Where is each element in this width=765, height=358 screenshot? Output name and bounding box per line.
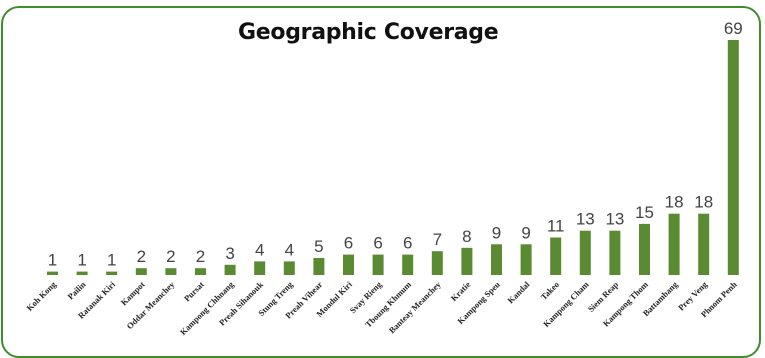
bar-kampong-speu <box>491 244 502 275</box>
chart-frame <box>1 6 761 358</box>
bar-pailin <box>76 271 88 275</box>
value-label: 3 <box>225 244 234 263</box>
chart-title: Geographic Coverage <box>238 20 499 45</box>
bar-kampong-cham <box>579 230 591 275</box>
bar-kampot <box>135 268 147 275</box>
bar-mondul-kiri <box>343 254 354 275</box>
bar-tboung-khmum <box>402 254 414 275</box>
value-label: 9 <box>521 223 530 242</box>
bar-banteay-meanchey <box>431 251 443 275</box>
category-label: Kandal <box>505 279 532 306</box>
category-label: Takeo <box>539 279 562 302</box>
value-label: 2 <box>196 247 205 266</box>
value-label: 18 <box>665 193 684 212</box>
category-label: Koh Kong <box>24 279 58 313</box>
value-label: 11 <box>547 217 565 236</box>
value-label: 2 <box>137 247 146 266</box>
value-label: 8 <box>462 227 471 246</box>
bar-phnom-penh <box>727 40 739 275</box>
category-label: Kampot <box>119 279 147 307</box>
category-label: Banteay Meanchey <box>387 279 444 336</box>
value-label: 2 <box>166 247 175 266</box>
category-label: Kratie <box>449 279 473 303</box>
bars-group <box>47 40 739 275</box>
value-label: 4 <box>255 240 264 259</box>
value-label: 13 <box>605 210 624 229</box>
value-label: 1 <box>77 251 86 270</box>
bar-preah-sihanouk <box>254 261 266 275</box>
bar-prey-veng <box>698 213 710 275</box>
bar-siem-reap <box>609 230 621 275</box>
bar-pursat <box>195 268 206 275</box>
value-label: 69 <box>724 19 743 38</box>
value-label: 4 <box>285 240 294 259</box>
bar-svay-rieng <box>372 254 384 275</box>
bar-oddar-meanchey <box>165 268 177 275</box>
value-label: 1 <box>48 251 57 270</box>
bar-kampong-chhnang <box>224 264 236 275</box>
bar-kandal <box>520 244 532 275</box>
value-label: 15 <box>635 203 654 222</box>
value-label: 13 <box>576 210 595 229</box>
bar-preah-vihear <box>313 258 325 275</box>
value-label: 18 <box>694 193 713 212</box>
value-label: 7 <box>433 230 442 249</box>
value-label: 6 <box>344 234 353 253</box>
value-label: 6 <box>373 234 382 253</box>
value-label: 5 <box>314 237 323 256</box>
value-label: 6 <box>403 234 412 253</box>
bar-ratanak-kiri <box>106 271 118 275</box>
bar-kratie <box>461 247 473 275</box>
category-label: Pursat <box>182 279 206 303</box>
category-label: Kampong Chhnang <box>178 279 236 337</box>
value-label: 1 <box>107 251 116 270</box>
bar-kampong-thom <box>639 223 650 275</box>
bar-battambang <box>668 213 680 275</box>
bar-takeo <box>550 237 562 275</box>
category-label: Pailin <box>65 279 87 301</box>
bar-stung-treng <box>283 261 295 275</box>
value-label: 9 <box>492 223 501 242</box>
bar-koh-kong <box>47 271 58 275</box>
